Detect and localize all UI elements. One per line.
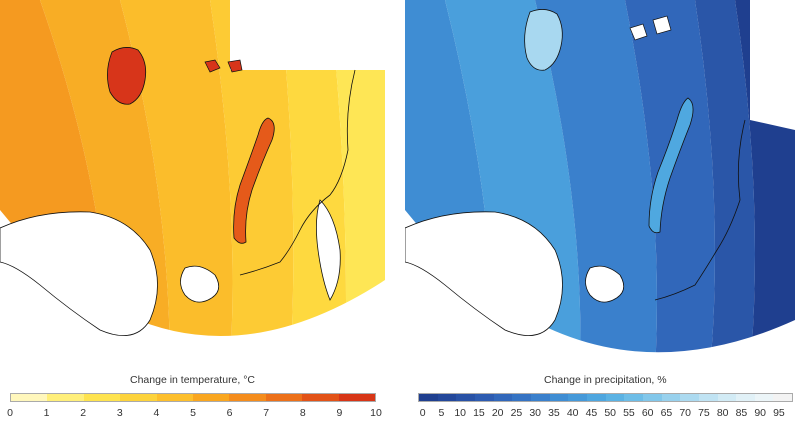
legend-swatch bbox=[549, 394, 569, 401]
tick-label: 1 bbox=[43, 407, 50, 419]
tick-label: 45 bbox=[585, 407, 598, 419]
tick-label: 0 bbox=[419, 407, 426, 419]
legend-swatch bbox=[302, 394, 339, 401]
precipitation-bands bbox=[405, 0, 795, 353]
tick-label: 8 bbox=[299, 407, 306, 419]
legend-swatch bbox=[456, 394, 475, 401]
legend-swatch bbox=[474, 394, 494, 401]
legend-swatch bbox=[568, 394, 587, 401]
tick-label: 60 bbox=[641, 407, 654, 419]
legend-swatch bbox=[437, 394, 457, 401]
legend-swatch bbox=[530, 394, 550, 401]
tick-label: 55 bbox=[623, 407, 635, 419]
coastal-inlet bbox=[316, 199, 341, 301]
legend-swatch bbox=[624, 394, 643, 401]
novaya-zemlya-island bbox=[233, 117, 275, 244]
tick-label: 4 bbox=[153, 407, 160, 419]
svalbard-island bbox=[107, 47, 147, 105]
temperature-tick-labels: 0 1 2 3 4 5 6 7 8 9 10 bbox=[7, 407, 382, 421]
legend-swatch bbox=[419, 394, 438, 401]
white-sea bbox=[180, 265, 220, 303]
legend-swatch bbox=[736, 394, 755, 401]
scandinavia-landmass bbox=[0, 211, 158, 337]
tick-label: 85 bbox=[735, 407, 748, 419]
precipitation-color-bar bbox=[418, 393, 793, 402]
legend-swatch bbox=[338, 394, 376, 401]
tick-label: 50 bbox=[604, 407, 617, 419]
tick-label: 9 bbox=[336, 407, 343, 419]
legend-swatch bbox=[773, 394, 793, 401]
legend-swatch bbox=[156, 394, 194, 401]
precipitation-tick-labels: 0 5 10 15 20 25 30 35 40 45 50 55 60 65 70 75 80 85 90 95 bbox=[418, 407, 793, 421]
legend-swatch bbox=[680, 394, 699, 401]
franz-josef-islands bbox=[629, 15, 672, 41]
legend-swatch bbox=[642, 394, 662, 401]
legend-swatch bbox=[47, 394, 84, 401]
precipitation-legend-title: Change in precipitation, % bbox=[544, 374, 667, 386]
tick-label: 90 bbox=[754, 407, 767, 419]
arctic-coast bbox=[654, 119, 746, 301]
temperature-map bbox=[0, 0, 395, 370]
legend-swatch bbox=[586, 394, 606, 401]
temperature-legend-title: Change in temperature, °C bbox=[130, 374, 256, 386]
franz-josef-islands bbox=[204, 59, 243, 73]
tick-label: 40 bbox=[566, 407, 579, 419]
white-sea bbox=[585, 265, 625, 303]
tick-label: 25 bbox=[510, 407, 523, 419]
legend-swatch bbox=[265, 394, 303, 401]
tick-label: 6 bbox=[226, 407, 233, 419]
tick-label: 10 bbox=[370, 407, 382, 419]
legend-swatch bbox=[120, 394, 157, 401]
tick-label: 20 bbox=[491, 407, 504, 419]
tick-label: 95 bbox=[773, 407, 785, 419]
tick-label: 80 bbox=[716, 407, 729, 419]
legend-swatch bbox=[229, 394, 266, 401]
novaya-zemlya-island bbox=[648, 97, 694, 234]
tick-label: 5 bbox=[190, 407, 196, 419]
svalbard-island bbox=[524, 9, 563, 71]
tick-label: 2 bbox=[80, 407, 87, 419]
legend-swatch bbox=[83, 394, 121, 401]
legend-swatch bbox=[193, 394, 230, 401]
arctic-coast bbox=[239, 69, 356, 276]
legend-swatch bbox=[698, 394, 718, 401]
tick-label: 0 bbox=[7, 407, 13, 419]
tick-label: 10 bbox=[454, 407, 467, 419]
tick-label: 15 bbox=[473, 407, 485, 419]
tick-label: 7 bbox=[263, 407, 270, 419]
precipitation-map bbox=[405, 0, 800, 370]
tick-label: 30 bbox=[529, 407, 542, 419]
temperature-color-bar bbox=[10, 393, 376, 402]
tick-label: 3 bbox=[116, 407, 123, 419]
legend-swatch bbox=[717, 394, 737, 401]
tick-label: 5 bbox=[438, 407, 445, 419]
scandinavia-landmass bbox=[405, 211, 563, 337]
temperature-bands bbox=[0, 0, 385, 336]
legend-swatch bbox=[493, 394, 513, 401]
tick-label: 70 bbox=[679, 407, 692, 419]
legend-swatch bbox=[661, 394, 681, 401]
legend-swatch bbox=[605, 394, 625, 401]
legend-swatch bbox=[512, 394, 531, 401]
legend-swatch bbox=[754, 394, 774, 401]
tick-label: 35 bbox=[548, 407, 560, 419]
legend-swatch bbox=[11, 394, 48, 401]
tick-label: 65 bbox=[660, 407, 673, 419]
tick-label: 75 bbox=[698, 407, 710, 419]
